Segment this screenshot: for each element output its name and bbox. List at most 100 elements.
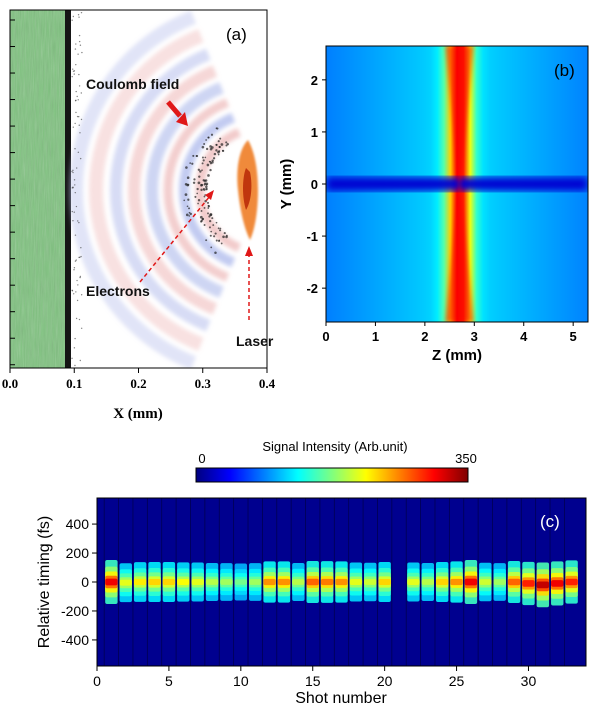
shot-signal [249, 579, 262, 585]
shot-column [132, 498, 147, 666]
shot-column [463, 498, 478, 666]
panel-a-electron-dot [202, 159, 205, 162]
shot-column [276, 498, 291, 666]
panel-a-surface-electron [74, 260, 77, 262]
panel-a-x-tick-label: 0.3 [195, 376, 212, 391]
panel-c-x-tick-label: 30 [521, 673, 537, 689]
panel-a-electron-dot [217, 153, 220, 156]
panel-a-surface-electron [75, 291, 77, 293]
coulomb-field-arrow-head [176, 112, 188, 126]
panel-a-electron-dot [205, 185, 208, 189]
panel-a-electron-dot [209, 168, 212, 172]
shot-column [261, 498, 276, 666]
panel-b-y-tick-label: -2 [306, 281, 318, 296]
panel-b-x-tick-label: 5 [570, 329, 577, 344]
panel-a-surface-electron [72, 126, 74, 128]
panel-a-electron-dot [211, 161, 214, 164]
panel-a-surface-electron [77, 53, 79, 55]
panel-a-electron-dot [209, 213, 213, 217]
panel-a-electron-dot [205, 239, 208, 242]
panel-c-y-tick-label: -400 [61, 632, 89, 648]
panel-a: 0.0 0.1 0.2 0.3 0.4 X (mm) (a) Coulomb field… [2, 9, 276, 422]
panel-a-surface-electron [74, 337, 76, 340]
panel-a-x-tick-label: 0.1 [66, 376, 82, 391]
annotation-coulomb-field: Coulomb field [86, 76, 179, 92]
panel-a-surface-electron [75, 90, 77, 93]
panel-a-electron-dot [212, 224, 215, 226]
shot-signal [234, 579, 248, 585]
panel-a-surface-electron [80, 327, 83, 329]
panel-a-surface-electron [73, 293, 75, 295]
panel-c-shots [103, 498, 578, 666]
shot-signal [435, 578, 449, 586]
panel-a-electron-dot [186, 183, 189, 187]
panel-a-electron-dot [203, 182, 207, 185]
coulomb-field-arrow-shaft [166, 100, 182, 118]
shot-signal [407, 579, 420, 585]
panel-a-electron-dot [197, 199, 201, 202]
panel-a-electron-dot [217, 227, 220, 230]
panel-a-surface-electron [78, 34, 81, 37]
panel-a-electron-dot [185, 213, 189, 217]
panel-a-surface-electron [80, 118, 83, 121]
colorbar-title: Signal Intensity (Arb.unit) [262, 439, 407, 454]
panel-a-electron-dot [215, 149, 218, 152]
panel-a-electron-dot [226, 143, 229, 146]
shot-signal [565, 578, 578, 586]
panel-a-surface-electron [74, 100, 77, 102]
panel-c-y-tick-label: -200 [61, 603, 89, 619]
panel-a-electron-dot [183, 199, 186, 202]
shot-column [161, 498, 176, 666]
panel-a-electron-dot [203, 143, 206, 146]
panel-a-electron-dot [220, 242, 223, 245]
panel-a-surface-electron [71, 170, 73, 173]
panel-b-x-tick-label: 3 [471, 329, 478, 344]
panel-c-y-axis: 400 200 0 -200 -400 [61, 516, 97, 648]
shot-signal [177, 579, 190, 585]
shot-signal [450, 578, 463, 586]
shot-column [233, 498, 248, 666]
panel-c-label: (c) [540, 512, 560, 531]
panel-a-surface-electron [80, 11, 83, 14]
shot-signal [133, 578, 147, 586]
panel-a-electron-dot [191, 162, 194, 165]
panel-a-electron-dot [215, 143, 218, 146]
panel-a-surface-electron [71, 210, 73, 213]
panel-a-electron-dot [205, 139, 207, 141]
panel-a-surface-electron [78, 116, 80, 118]
panel-a-electron-dot [206, 201, 210, 204]
panel-a-surface-electron [73, 73, 75, 75]
shot-signal [349, 579, 363, 585]
shot-column [506, 498, 521, 666]
shot-column [190, 498, 204, 666]
shot-signal [162, 578, 176, 586]
panel-a-electron-dot [217, 140, 220, 143]
panel-a-electron-dot [218, 145, 221, 148]
panel-a-surface-electron [77, 99, 79, 101]
shot-column [175, 498, 190, 666]
panel-a-electron-dot [210, 133, 214, 136]
panel-a-surface-electron [77, 284, 79, 286]
panel-b-x-tick-label: 2 [421, 329, 428, 344]
panel-a-surface-electron [75, 43, 77, 45]
panel-a-field-wave [128, 65, 218, 315]
panel-a-surface-electron [79, 44, 82, 46]
panel-c-x-label: Shot number [295, 690, 387, 706]
panel-a-surface-electron [76, 115, 79, 118]
panel-a-surface-electron [75, 205, 78, 208]
panel-a-surface-electron [80, 92, 83, 94]
shot-column [146, 498, 161, 666]
shot-column [290, 498, 305, 666]
panel-a-electron-dot [206, 163, 210, 167]
panel-a-electron-dot [209, 234, 212, 237]
panel-a-electron-dot [203, 206, 206, 209]
panel-a-electron-dot [203, 195, 206, 198]
colorbar-min-label: 0 [198, 451, 205, 466]
panel-a-electron-dot [219, 227, 222, 230]
panel-a-surface-electron [74, 148, 76, 150]
panel-a-electrons [71, 11, 229, 367]
panel-a-surface-electron [74, 234, 77, 236]
panel-c-x-tick-label: 10 [233, 673, 249, 689]
panel-a-electron-dot [203, 224, 206, 226]
panel-a-surface-electron [78, 256, 80, 259]
